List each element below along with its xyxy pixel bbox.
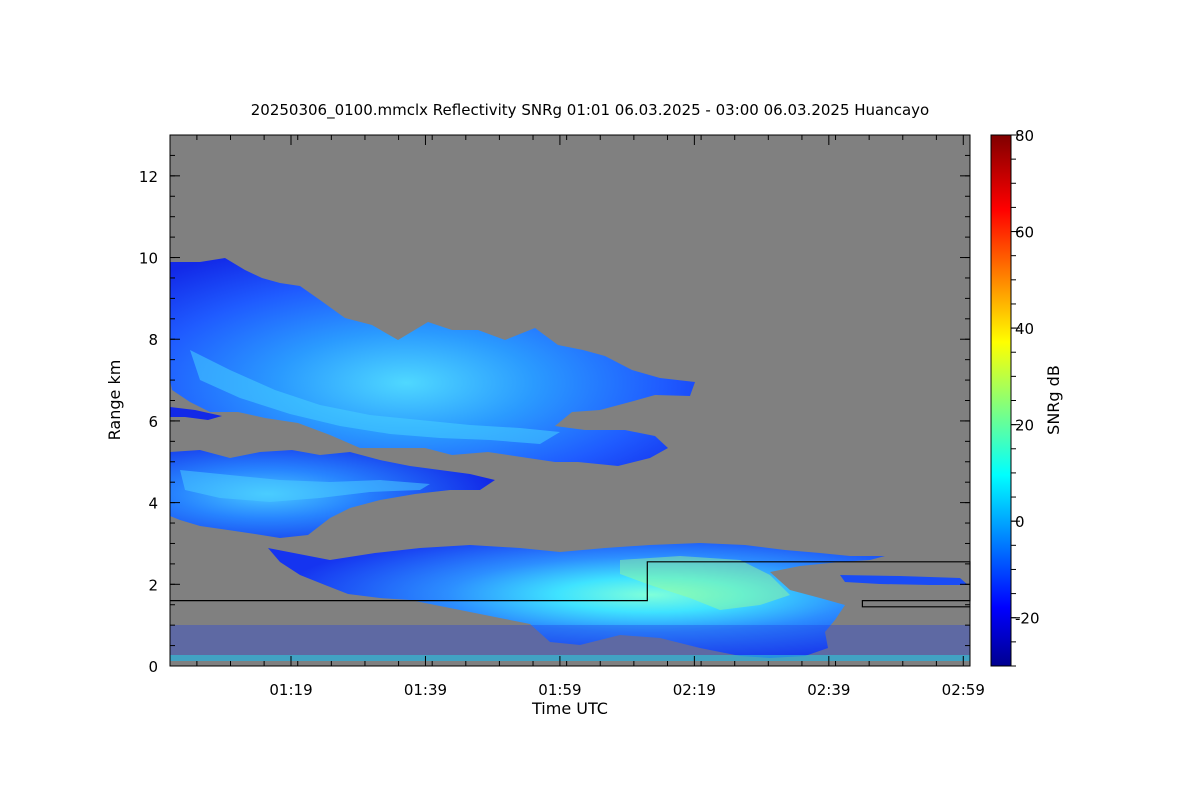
- colorbar-tick-label: 60: [1015, 224, 1034, 242]
- x-tick-label: 01:39: [404, 681, 447, 699]
- x-tick-label: 02:19: [673, 681, 716, 699]
- echo-field: [170, 258, 970, 661]
- echo-layer-upper-fringe: [170, 407, 222, 420]
- y-tick-label: 2: [148, 576, 158, 594]
- colorbar-tick-label: 80: [1015, 127, 1034, 145]
- colorbar-scale: [990, 134, 1012, 667]
- echo-layer-mid-core: [180, 470, 430, 502]
- colorbar-title: SNRg dB: [1044, 365, 1063, 435]
- echo-layer-upper-core: [190, 350, 560, 444]
- y-axis-title: Range km: [105, 360, 124, 441]
- x-tick-label: 01:59: [538, 681, 581, 699]
- colorbar-tick-label: 20: [1015, 417, 1034, 435]
- colorbar-tick-label: 40: [1015, 320, 1034, 338]
- plot-area: 01:19 01:39 01:59 02:19 02:39 02:59 0 2 4 6 8 10 12: [139, 134, 985, 699]
- colorbar-tick-label: 0: [1015, 513, 1025, 531]
- colorbar-ticks: -20 0 20 40 60 80: [1011, 127, 1040, 667]
- y-tick-label: 10: [139, 250, 158, 268]
- y-axis: 0 2 4 6 8 10 12: [139, 134, 970, 676]
- chart-title: 20250306_0100.mmclx Reflectivity SNRg 01…: [251, 101, 930, 120]
- colorbar-tick-label: -20: [1015, 610, 1040, 628]
- y-tick-label: 8: [148, 331, 158, 349]
- x-tick-label: 02:59: [942, 681, 985, 699]
- y-tick-label: 4: [148, 495, 158, 513]
- echo-layer-lower-tail: [840, 575, 968, 585]
- y-tick-label: 0: [148, 658, 158, 676]
- x-axis-title: Time UTC: [531, 699, 608, 718]
- x-axis: 01:19 01:39 01:59 02:19 02:39 02:59: [196, 135, 985, 699]
- x-tick-label: 01:19: [269, 681, 312, 699]
- surface-echo: [170, 655, 970, 661]
- y-tick-label: 12: [139, 168, 158, 186]
- y-tick-label: 6: [148, 413, 158, 431]
- colorbar: -20 0 20 40 60 80 SNRg dB: [990, 127, 1063, 667]
- x-tick-label: 02:39: [807, 681, 850, 699]
- echo-layer-lower-core: [620, 556, 790, 610]
